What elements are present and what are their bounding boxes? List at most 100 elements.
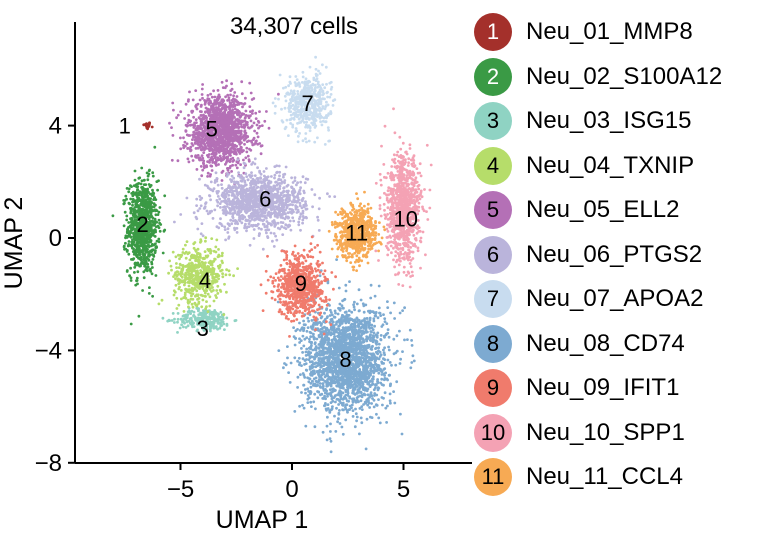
cell-point: [209, 92, 213, 96]
cell-point: [216, 98, 220, 102]
cell-point: [240, 179, 244, 183]
cell-point: [131, 203, 134, 207]
cell-point: [215, 296, 218, 299]
cell-point: [216, 192, 219, 195]
cell-point: [122, 202, 126, 206]
cell-point: [287, 225, 290, 229]
cell-point: [127, 240, 131, 243]
cell-point: [221, 194, 225, 198]
cell-point: [199, 293, 203, 297]
cell-point: [293, 410, 297, 413]
cell-point: [223, 205, 227, 209]
cell-point: [253, 206, 257, 209]
cell-point: [304, 132, 308, 135]
cell-point: [256, 135, 260, 139]
cell-point: [193, 141, 197, 145]
cell-point: [182, 136, 185, 140]
cluster-points-1: [142, 121, 154, 131]
cell-point: [172, 275, 175, 278]
cell-point: [322, 92, 325, 96]
cell-point: [329, 93, 333, 96]
cell-point: [145, 215, 148, 219]
cell-point: [141, 252, 145, 256]
cell-point: [203, 250, 207, 254]
cell-point: [180, 280, 184, 284]
cell-point: [328, 195, 331, 198]
cell-point: [293, 176, 297, 180]
cell-point: [186, 157, 190, 161]
cell-point: [175, 296, 179, 300]
cell-point: [202, 146, 205, 150]
cell-point: [257, 181, 260, 185]
cell-point: [193, 284, 197, 287]
cell-point: [141, 188, 145, 191]
cell-point: [189, 145, 193, 149]
cell-point: [143, 227, 146, 231]
cell-point: [213, 154, 217, 157]
cell-point: [328, 139, 331, 143]
cell-point: [199, 204, 203, 208]
cell-point: [221, 251, 224, 255]
cell-point: [224, 238, 228, 242]
cell-point: [182, 310, 186, 313]
cell-point: [289, 89, 293, 93]
cell-point: [321, 83, 325, 86]
cell-point: [213, 95, 217, 99]
cell-point: [146, 221, 150, 224]
cell-point: [236, 210, 240, 214]
cell-point: [202, 257, 206, 261]
cell-point: [329, 110, 333, 113]
cell-point: [284, 194, 288, 197]
cell-point: [234, 189, 238, 193]
cell-point: [129, 231, 133, 235]
cell-point: [231, 114, 235, 117]
cell-point: [192, 314, 195, 318]
cell-point: [321, 119, 325, 123]
cell-point: [226, 105, 230, 109]
cell-point: [200, 110, 203, 114]
cell-point: [144, 221, 148, 225]
cell-point: [227, 173, 230, 176]
cell-point: [290, 176, 293, 180]
cell-point: [276, 194, 279, 197]
cell-point: [145, 240, 149, 244]
cell-point: [247, 222, 251, 226]
cell-point: [253, 218, 256, 222]
cell-point: [191, 325, 194, 329]
cell-point: [127, 226, 130, 229]
cell-point: [176, 317, 180, 321]
cell-point: [236, 222, 240, 226]
cell-point: [289, 101, 293, 105]
cell-point: [244, 156, 248, 160]
cell-point: [171, 101, 175, 105]
cell-point: [279, 178, 283, 182]
cell-point: [141, 185, 144, 189]
cell-point: [302, 121, 306, 124]
cell-point: [147, 258, 151, 262]
cell-point: [211, 189, 215, 193]
cell-point: [225, 268, 229, 272]
cell-point: [253, 211, 256, 215]
cell-point: [199, 144, 203, 148]
cell-point: [269, 231, 273, 235]
cell-point: [325, 114, 328, 117]
cell-point: [231, 189, 235, 193]
cell-point: [240, 102, 243, 105]
cell-point: [190, 302, 194, 306]
cell-point: [142, 183, 146, 187]
cell-point: [229, 143, 233, 147]
cell-point: [193, 287, 197, 291]
cell-point: [267, 182, 271, 185]
cell-point: [252, 121, 256, 125]
cell-point: [301, 218, 305, 222]
cell-point: [236, 158, 240, 162]
cell-point: [145, 203, 149, 207]
cell-point: [231, 219, 235, 223]
cell-point: [282, 173, 285, 177]
cell-point: [269, 222, 272, 226]
cell-point: [171, 250, 175, 254]
cell-point: [122, 245, 126, 249]
cell-point: [219, 290, 223, 293]
cell-point: [141, 240, 145, 243]
cell-point: [244, 222, 247, 226]
